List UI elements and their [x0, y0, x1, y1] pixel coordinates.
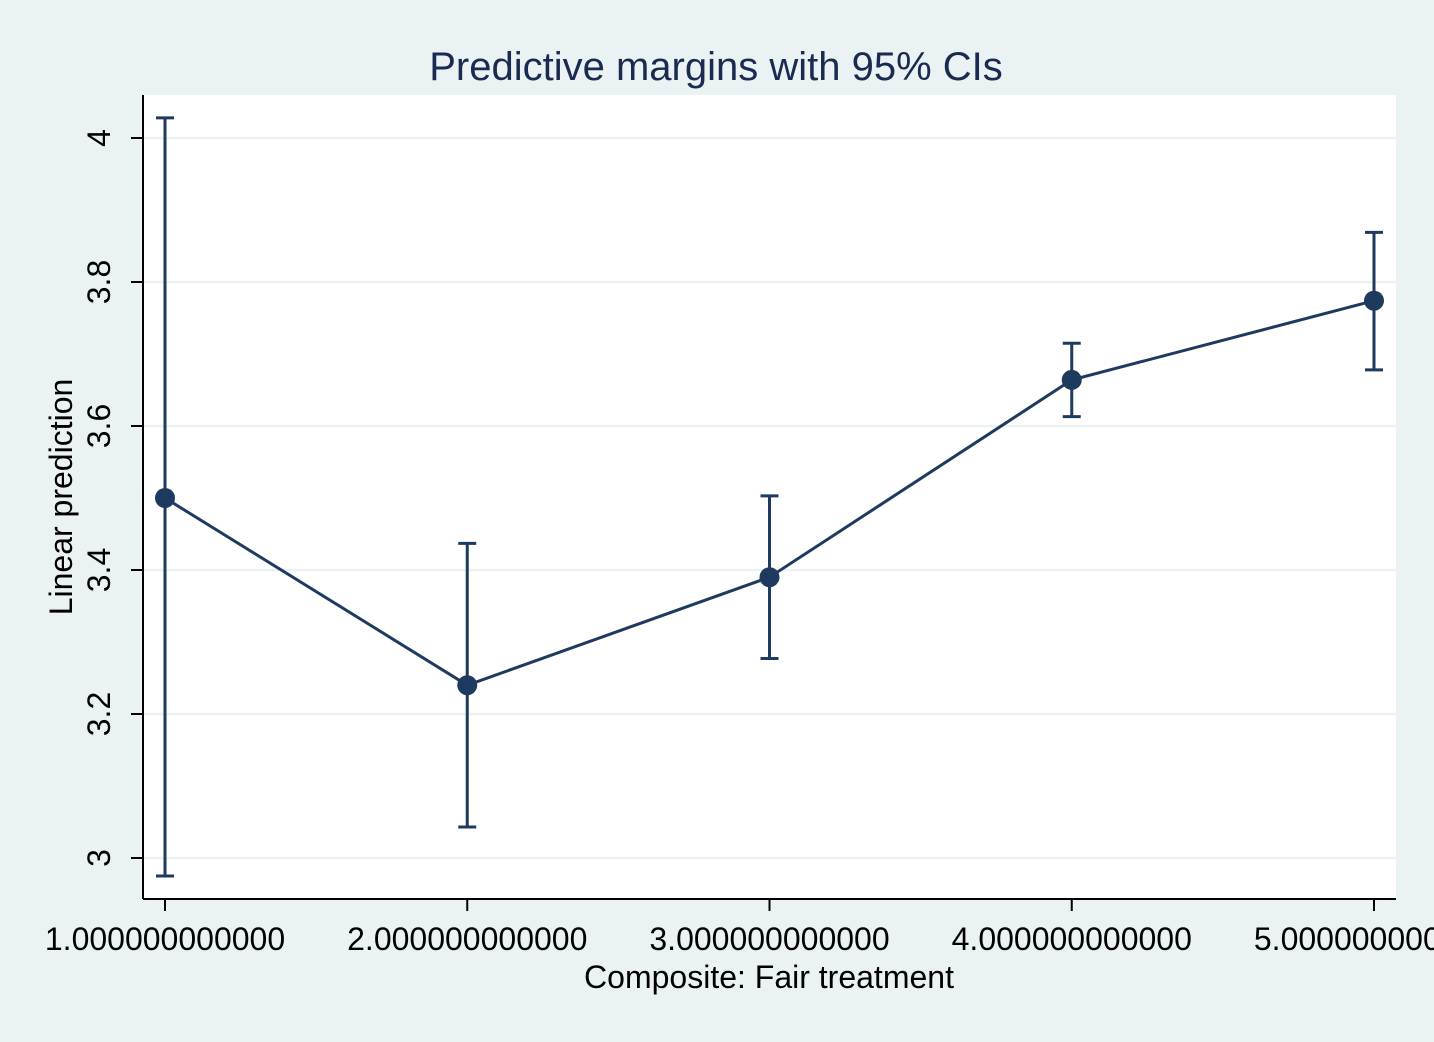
data-point-1 — [457, 675, 478, 696]
tick-labels: 3 3.2 3.4 3.6 3.8 4 1.000000000000 2.0000000000… — [45, 129, 1434, 957]
data-point-0 — [155, 488, 175, 508]
data-point-4 — [1364, 290, 1384, 311]
x-tick-label-0: 1.000000000000 — [45, 921, 285, 957]
data-point-3 — [1061, 369, 1082, 390]
y-tick-label-3: 3.6 — [81, 404, 117, 448]
y-tick-label-2: 3.4 — [81, 548, 117, 592]
x-tick-label-2: 3.000000000000 — [649, 921, 889, 957]
axes — [131, 95, 1396, 911]
chart-title: Predictive margins with 95% CIs — [429, 45, 1003, 89]
y-tick-label-5: 4 — [81, 129, 117, 147]
x-tick-label-1: 2.000000000000 — [347, 921, 587, 957]
y-tick-label-4: 3.8 — [81, 260, 117, 304]
y-axis-label: Linear prediction — [43, 379, 79, 616]
y-tick-label-1: 3.2 — [81, 692, 117, 736]
x-axis-label: Composite: Fair treatment — [584, 959, 954, 995]
data-point-2 — [759, 567, 780, 588]
y-tick-label-0: 3 — [81, 849, 117, 867]
x-tick-label-4: 5.000000000000 — [1254, 921, 1434, 957]
x-tick-label-3: 4.000000000000 — [952, 921, 1192, 957]
series — [155, 290, 1384, 696]
